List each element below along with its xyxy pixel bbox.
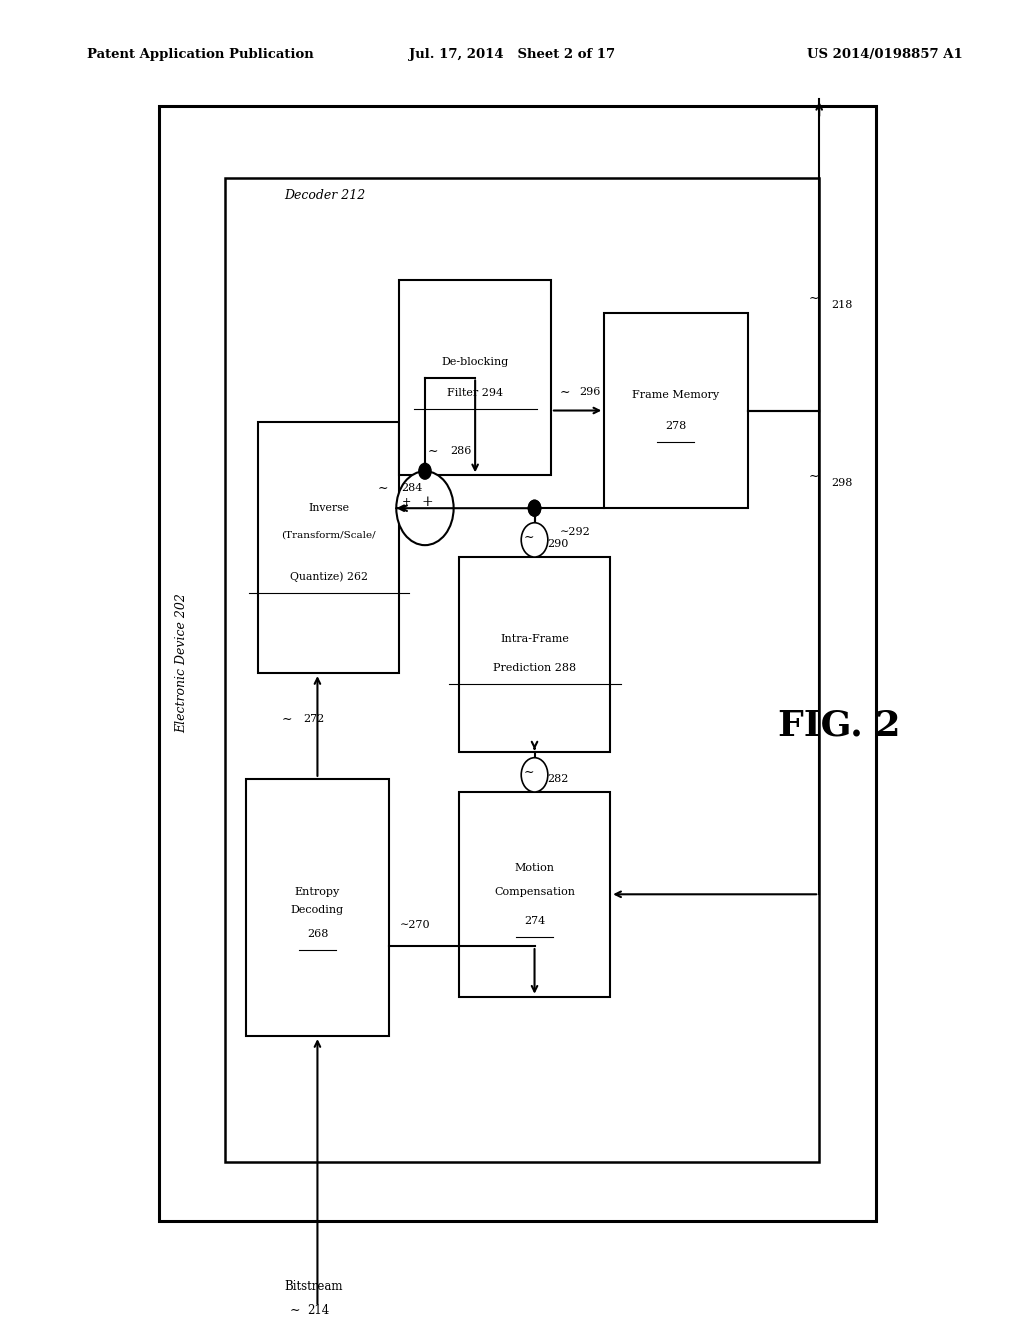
Text: Electronic Device 202: Electronic Device 202 — [175, 594, 187, 733]
Text: 272: 272 — [303, 714, 325, 725]
Text: Entropy: Entropy — [295, 887, 340, 896]
Text: +: + — [401, 496, 412, 507]
Text: 214: 214 — [307, 1304, 330, 1317]
Text: Filter 294: Filter 294 — [447, 388, 503, 399]
Text: Inverse: Inverse — [308, 503, 349, 513]
Text: Prediction 288: Prediction 288 — [493, 663, 577, 673]
Text: ∼: ∼ — [560, 385, 570, 399]
Text: 284: 284 — [400, 483, 422, 494]
Text: ∼: ∼ — [428, 445, 438, 458]
Text: Decoder 212: Decoder 212 — [285, 189, 366, 202]
Text: Compensation: Compensation — [494, 887, 575, 896]
Text: ∼: ∼ — [524, 766, 535, 779]
Text: US 2014/0198857 A1: US 2014/0198857 A1 — [807, 48, 963, 61]
Text: ∼: ∼ — [377, 482, 388, 495]
Bar — [459, 557, 610, 752]
Text: De-blocking: De-blocking — [441, 356, 509, 367]
Bar — [399, 280, 551, 475]
Text: ∼: ∼ — [809, 292, 819, 305]
Text: ∼: ∼ — [809, 470, 819, 483]
Text: Bitstream: Bitstream — [285, 1280, 343, 1294]
Text: ∼: ∼ — [524, 531, 535, 544]
Text: FIG. 2: FIG. 2 — [778, 709, 901, 743]
Bar — [225, 178, 819, 1162]
Text: 274: 274 — [524, 916, 545, 925]
Circle shape — [396, 471, 454, 545]
Text: ∼: ∼ — [290, 1304, 300, 1317]
Text: 268: 268 — [307, 929, 328, 939]
Bar — [459, 792, 610, 997]
Text: Intra-Frame: Intra-Frame — [500, 634, 569, 644]
Bar — [258, 422, 399, 673]
Text: Patent Application Publication: Patent Application Publication — [87, 48, 313, 61]
Text: Motion: Motion — [514, 863, 555, 873]
Circle shape — [521, 758, 548, 792]
Bar — [246, 779, 389, 1036]
Text: Frame Memory: Frame Memory — [632, 389, 720, 400]
Text: ∼: ∼ — [282, 713, 292, 726]
Circle shape — [528, 500, 541, 516]
Bar — [159, 106, 876, 1221]
Text: +: + — [421, 495, 433, 508]
Text: 290: 290 — [547, 539, 568, 549]
Text: 282: 282 — [547, 774, 568, 784]
Text: 286: 286 — [451, 446, 472, 457]
Text: Jul. 17, 2014   Sheet 2 of 17: Jul. 17, 2014 Sheet 2 of 17 — [409, 48, 615, 61]
Text: 296: 296 — [580, 387, 601, 397]
Text: Quantize) 262: Quantize) 262 — [290, 572, 368, 582]
Circle shape — [419, 463, 431, 479]
Text: 218: 218 — [831, 300, 853, 310]
Text: 298: 298 — [831, 478, 853, 488]
Text: ∼270: ∼270 — [399, 920, 430, 931]
Bar — [604, 313, 748, 508]
Text: ∼292: ∼292 — [560, 527, 591, 537]
Circle shape — [528, 500, 541, 516]
Text: 278: 278 — [666, 421, 686, 432]
Text: (Transform/Scale/: (Transform/Scale/ — [282, 531, 376, 539]
Text: Decoding: Decoding — [291, 906, 344, 915]
Circle shape — [521, 523, 548, 557]
